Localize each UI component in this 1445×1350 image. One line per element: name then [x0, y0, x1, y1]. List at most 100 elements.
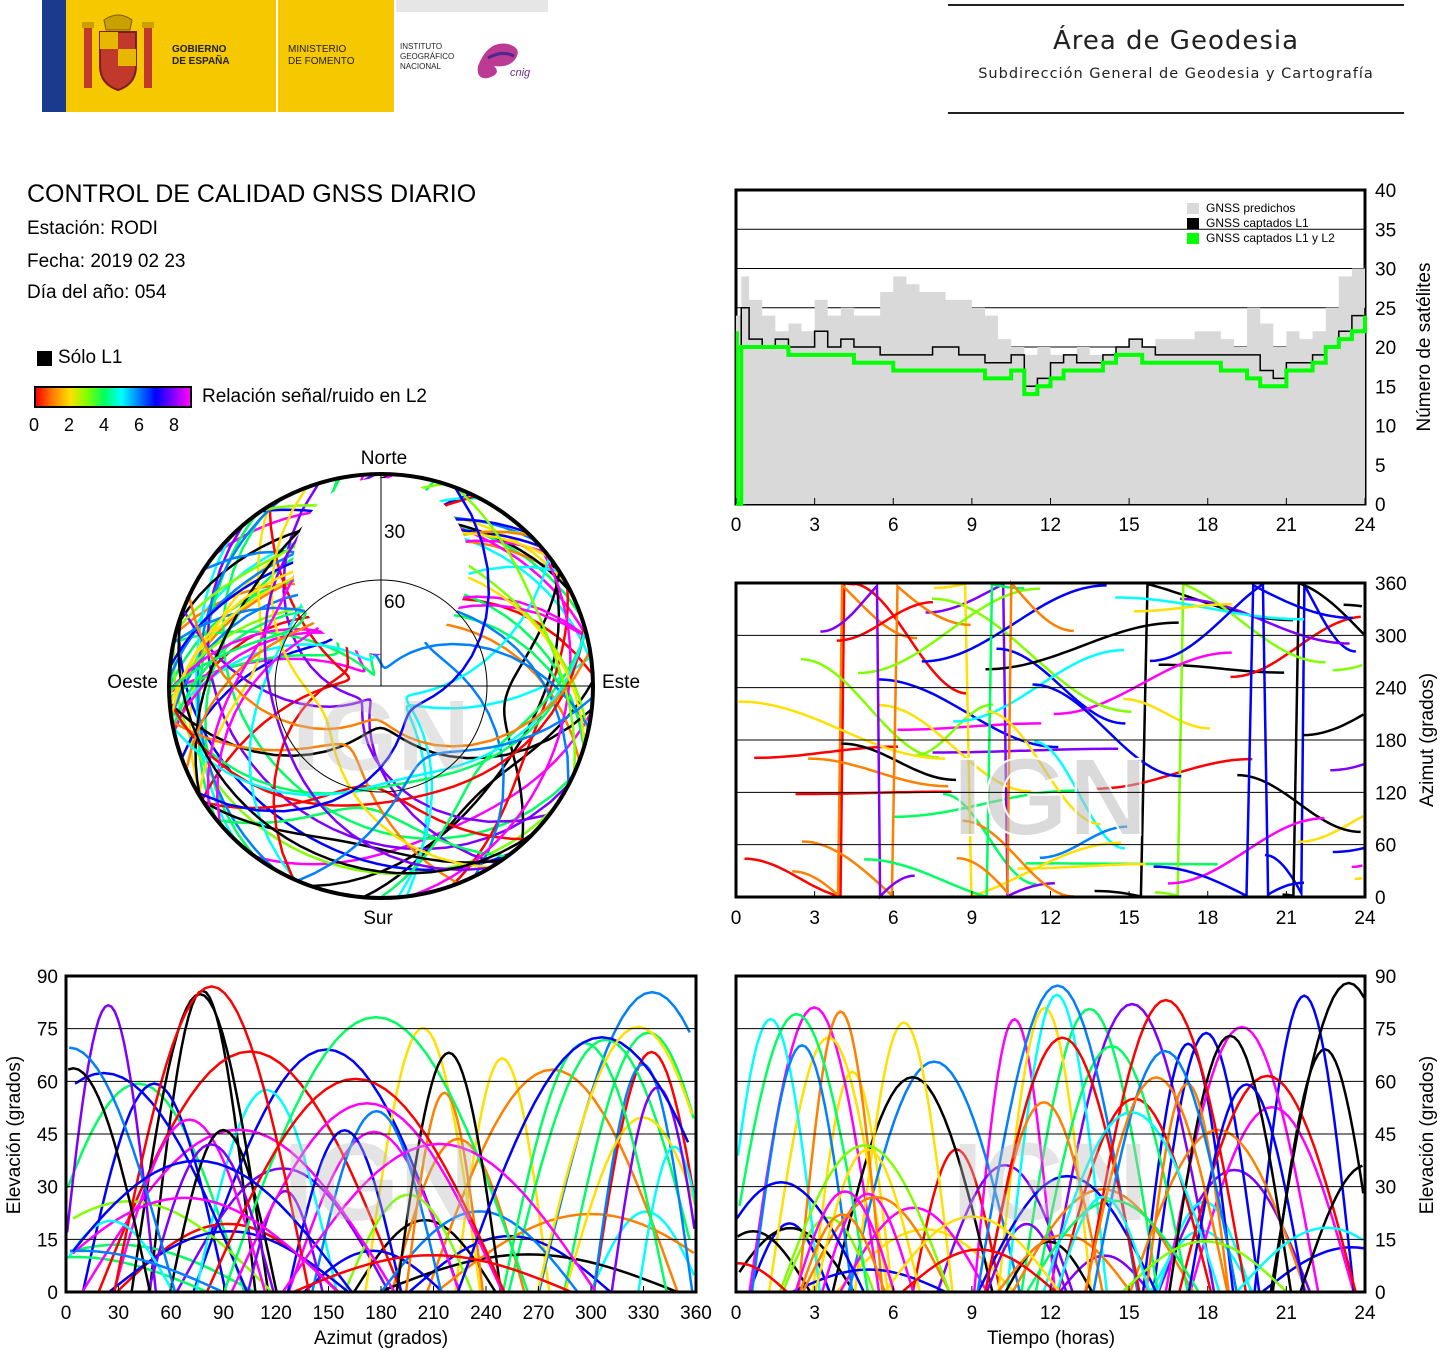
y-tick-label: 20: [1375, 338, 1396, 359]
elevation-track: [1084, 998, 1248, 1293]
azimuth-track: [841, 742, 957, 782]
elevation-track: [1187, 1083, 1306, 1293]
x-axis-label: Azimut (grados): [314, 1328, 448, 1349]
elevation-track: [972, 1017, 1057, 1293]
x-tick-label: 330: [628, 1303, 660, 1324]
x-tick-label: 9: [967, 1303, 978, 1324]
satellite-track: [177, 614, 535, 875]
y-tick-label: 45: [37, 1125, 58, 1146]
azimuth-track: [1096, 757, 1253, 790]
elevation-track: [1269, 981, 1366, 1293]
report-title: CONTROL DE CALIDAD GNSS DIARIO: [27, 180, 477, 208]
azimuth-track: [1167, 817, 1325, 885]
x-tick-label: 21: [1276, 1303, 1297, 1324]
logo-grey-bar: [396, 0, 548, 12]
elevation-track: [1048, 1002, 1216, 1293]
azimuth-track: [1149, 581, 1305, 897]
x-tick-label: 21: [1276, 515, 1297, 535]
elevation-track: [1129, 1128, 1308, 1293]
elevation-track: [71, 1159, 353, 1293]
snr-tick-4: 4: [99, 415, 110, 435]
y-tick-label: 15: [1375, 1230, 1396, 1251]
x-tick-label: 21: [1276, 908, 1297, 925]
x-tick-label: 24: [1354, 908, 1376, 925]
elevation-track: [737, 1261, 788, 1293]
elevation-track: [563, 1116, 697, 1293]
ministry-yellow-block: [278, 0, 394, 112]
svg-text:cnig: cnig: [510, 67, 531, 79]
azimuth-track: [1302, 713, 1365, 737]
azimuth-tracks: [738, 579, 1366, 900]
elevation-track: [71, 1196, 339, 1293]
elevation-track: [66, 1255, 209, 1294]
satellite-track: [405, 655, 592, 897]
x-tick-label: 12: [1040, 908, 1061, 925]
skyplot-chart: IGN 30 60 Norte Sur Este Oeste: [107, 448, 640, 929]
elevation-track: [537, 990, 691, 1293]
satellite-track: [409, 543, 572, 898]
eu-flag-strip: [42, 0, 66, 112]
area-title: Área de Geodesia: [1052, 26, 1300, 56]
x-tick-label: 90: [213, 1303, 234, 1324]
elevation-azimuth-tracks: IGN: [65, 985, 698, 1294]
azimuth-track: [1123, 697, 1211, 730]
y-tick-label: 75: [1375, 1020, 1396, 1041]
y-axis-label: Elevación (grados): [4, 1056, 25, 1214]
elevation-track: [797, 1010, 884, 1293]
legend-label-l1l2: GNSS captados L1 y L2: [1206, 231, 1335, 245]
x-tick-label: 18: [1197, 515, 1218, 535]
elevation-track: [589, 1210, 696, 1293]
doy-label: Día del año: 054: [27, 282, 167, 303]
azimuth-track: [1115, 596, 1304, 621]
azimuth-time-chart: IGN 0 3 6 9 12 15 18 21 24 0 60 120 180 240 300 360 Az…: [731, 574, 1438, 925]
satellite-track: [450, 584, 570, 887]
elevation-track: [112, 1118, 267, 1293]
elevation-track: [74, 1071, 249, 1293]
legend-swatch-l1: [1187, 218, 1199, 229]
date-label: Fecha: 2019 02 23: [27, 251, 186, 272]
x-tick-label: 6: [888, 1303, 899, 1324]
x-tick-label: 3: [809, 515, 820, 535]
elevation-track: [637, 1145, 698, 1293]
elevation-track: [1092, 1049, 1238, 1293]
azimuth-track: [754, 745, 899, 760]
satellite-track: [168, 630, 587, 795]
series-l1: [736, 307, 1366, 505]
azimuth-track: [1354, 876, 1363, 881]
elevation-track: [343, 1193, 474, 1293]
elevation-track: [820, 1192, 915, 1293]
elevation-track: [735, 1181, 866, 1293]
x-tick-label: 240: [470, 1303, 502, 1324]
x-tick-label: 9: [967, 908, 978, 925]
x-tick-label: 3: [809, 908, 820, 925]
y-axis-label: Elevación (grados): [1417, 1056, 1438, 1214]
azimuth-track: [1034, 740, 1126, 850]
x-tick-labels: 0 30 60 90 120 150 180 210 240 270 300 330 360: [61, 1286, 712, 1324]
cnig-logo-icon: cnig: [477, 43, 531, 79]
azimuth-track: [996, 647, 1126, 725]
y-tick-label: 30: [37, 1178, 58, 1199]
y-tick-label: 90: [37, 967, 58, 988]
snr-tick-0: 0: [29, 415, 40, 435]
direction-west: Oeste: [107, 672, 158, 693]
legend-l1-label: Sólo L1: [58, 347, 123, 368]
satellite-track: [197, 486, 491, 813]
azimuth-track: [836, 600, 933, 642]
elevation-track: [883, 1215, 1061, 1293]
ign-watermark: IGN: [292, 680, 470, 792]
legend-label-l1: GNSS captados L1: [1206, 216, 1309, 230]
x-tick-label: 60: [160, 1303, 181, 1324]
x-tick-label: 120: [260, 1303, 292, 1324]
elevation-track: [1168, 1034, 1293, 1293]
elevation-track: [781, 1216, 876, 1293]
y-tick-labels: 0 15 30 45 60 75 90: [1375, 967, 1396, 1304]
x-tick-label: 3: [809, 1303, 820, 1324]
x-tick-label: 15: [1119, 515, 1140, 535]
azimuth-track: [864, 582, 1025, 899]
elevation-track: [395, 1051, 503, 1293]
x-tick-labels: 0 3 6 9 12 15 18 21 24: [731, 891, 1376, 925]
gov-name: GOBIERNO DE ESPAÑA: [172, 44, 230, 67]
x-tick-label: 9: [967, 515, 978, 535]
elevation-track: [404, 1091, 485, 1293]
x-tick-label: 6: [888, 908, 899, 925]
